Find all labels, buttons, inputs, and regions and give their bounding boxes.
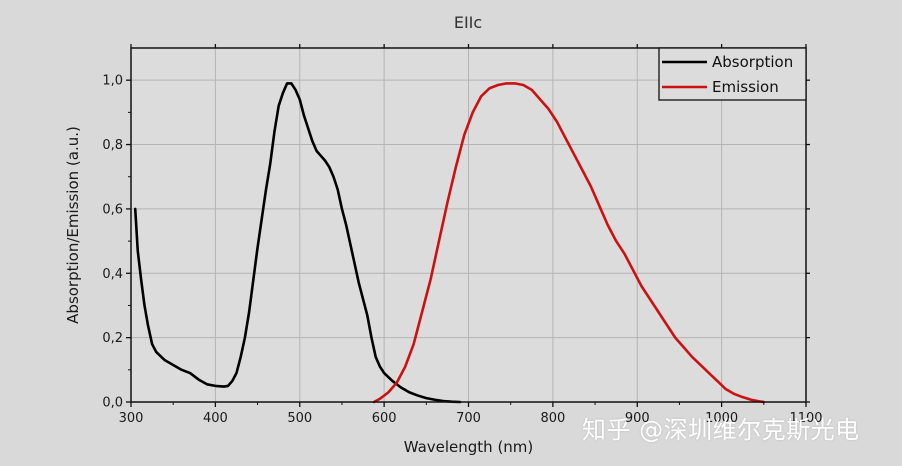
x-tick-label: 1100 <box>789 411 822 426</box>
series-layer <box>133 82 766 404</box>
y-tick-label: 0,2 <box>102 331 123 346</box>
chart-title: EIIc <box>454 13 482 32</box>
legend-box <box>658 47 807 101</box>
x-tick-label: 900 <box>625 411 650 426</box>
legend: Absorption Emission <box>658 47 807 101</box>
legend-label-absorption: Absorption <box>712 53 793 71</box>
x-tick-label: 600 <box>372 411 397 426</box>
y-tick-label: 0,8 <box>102 138 123 153</box>
x-tick-label: 300 <box>119 411 144 426</box>
legend-label-emission: Emission <box>712 78 779 96</box>
grid-layer <box>131 48 806 402</box>
watermark: 知乎 @深圳维尔克斯光电 <box>582 416 860 444</box>
x-axis-label: Wavelength (nm) <box>404 438 534 456</box>
x-tick-label: 1000 <box>705 411 738 426</box>
y-tick-label: 0,4 <box>102 267 123 282</box>
series-line-emission <box>372 82 766 404</box>
y-tick-label: 0,6 <box>102 202 123 217</box>
y-tick-label: 1,0 <box>102 74 123 89</box>
y-tick-label: 0,0 <box>102 396 123 411</box>
x-tick-label: 500 <box>287 411 312 426</box>
x-tick-label: 400 <box>203 411 228 426</box>
x-tick-label: 700 <box>456 411 481 426</box>
y-axis-label: Absorption/Emission (a.u.) <box>64 126 82 324</box>
x-tick-label: 800 <box>540 411 565 426</box>
tick-layer: 300 400 500 600 700 800 900 1000 1100 0,0 0,2 0,4 0,… <box>102 44 823 426</box>
series-line-absorption <box>133 82 462 404</box>
